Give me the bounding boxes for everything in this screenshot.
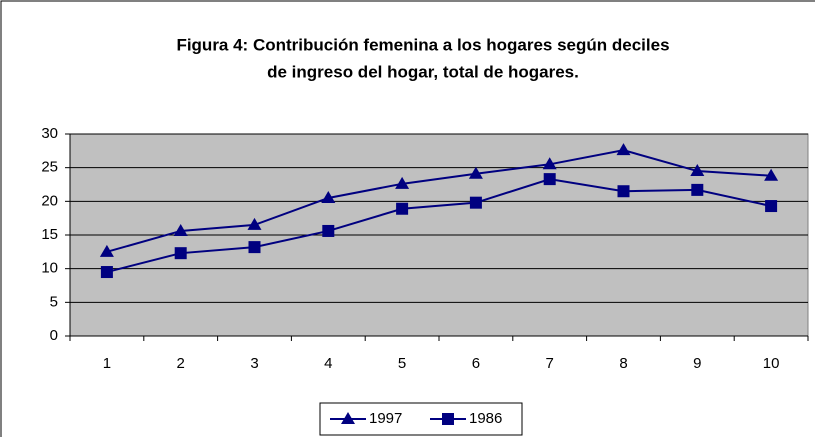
y-tick-label: 25 <box>41 159 58 176</box>
data-point <box>691 183 704 196</box>
series-line <box>106 178 772 274</box>
data-point <box>617 185 630 198</box>
legend-label: 1997 <box>369 410 402 427</box>
data-point <box>247 217 262 230</box>
x-tick-label: 5 <box>398 355 406 372</box>
data-point <box>396 202 409 215</box>
y-tick-label: 30 <box>41 125 58 142</box>
y-tick-label: 0 <box>50 327 58 344</box>
x-tick-label: 3 <box>250 355 258 372</box>
legend-marker <box>442 413 454 425</box>
y-tick-label: 5 <box>50 293 58 310</box>
data-point <box>322 224 335 237</box>
x-tick-label: 4 <box>324 355 332 372</box>
data-point <box>100 266 113 279</box>
y-tick-label: 15 <box>41 226 58 243</box>
data-point <box>99 244 114 257</box>
data-point <box>469 196 482 209</box>
chart-title: de ingreso del hogar, total de hogares. <box>267 62 579 81</box>
data-point <box>395 176 410 189</box>
x-tick-label: 9 <box>693 355 701 372</box>
data-point <box>321 190 336 203</box>
legend-marker <box>341 412 355 424</box>
x-tick-label: 6 <box>472 355 480 372</box>
data-point <box>616 143 631 156</box>
data-point <box>543 173 556 186</box>
data-point <box>764 168 779 181</box>
x-tick-label: 8 <box>619 355 627 372</box>
data-point <box>468 166 483 179</box>
data-point <box>542 157 557 170</box>
data-point <box>690 164 705 177</box>
x-tick-label: 1 <box>103 355 111 372</box>
y-tick-label: 10 <box>41 260 58 277</box>
data-point <box>248 241 261 254</box>
x-tick-label: 2 <box>177 355 185 372</box>
data-point <box>174 247 187 260</box>
x-tick-label: 7 <box>546 355 554 372</box>
data-point <box>173 223 188 236</box>
x-tick-label: 10 <box>763 355 780 372</box>
data-point <box>765 200 778 213</box>
chart-title: Figura 4: Contribución femenina a los ho… <box>176 35 669 54</box>
y-tick-label: 20 <box>41 192 58 209</box>
series-line <box>106 149 772 253</box>
legend-label: 1986 <box>469 410 502 427</box>
